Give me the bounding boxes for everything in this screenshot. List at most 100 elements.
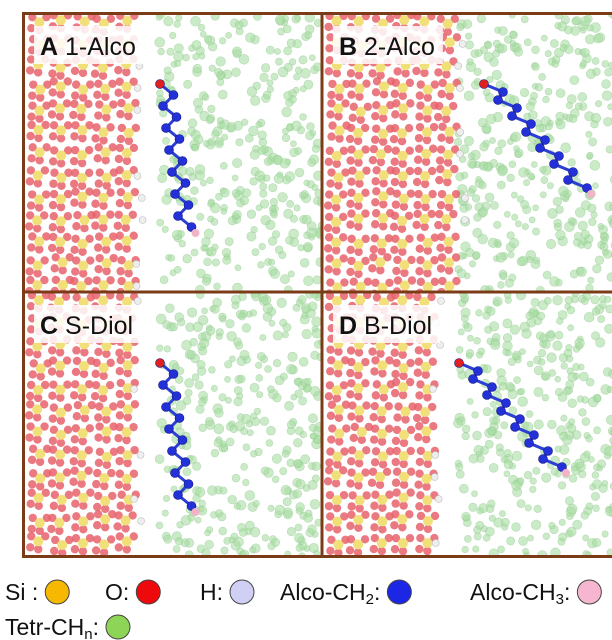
hydrogen-atom xyxy=(133,261,140,268)
oxygen-atom xyxy=(48,479,56,487)
oxygen-atom xyxy=(444,158,452,166)
fluid-atom xyxy=(536,124,544,132)
oxygen-atom xyxy=(392,458,400,466)
fluid-atom xyxy=(283,498,291,506)
oxygen-atom xyxy=(390,521,398,529)
oxygen-atom xyxy=(422,158,430,166)
oxygen-atom xyxy=(56,348,64,356)
legend-swatch xyxy=(577,580,601,604)
fluid-atom xyxy=(541,116,551,126)
fluid-atom xyxy=(296,299,303,306)
fluid-atom xyxy=(572,18,579,25)
fluid-atom xyxy=(553,197,562,206)
silicon-atom xyxy=(34,493,44,503)
fluid-atom xyxy=(164,535,172,543)
oxygen-atom xyxy=(415,391,423,399)
fluid-atom xyxy=(503,319,512,328)
oxygen-atom xyxy=(71,523,79,531)
oxygen-atom xyxy=(354,222,362,230)
oxygen-atom xyxy=(371,458,379,466)
fluid-atom xyxy=(468,153,475,160)
fluid-atom xyxy=(541,473,551,483)
fluid-atom xyxy=(284,91,293,100)
oxygen-atom xyxy=(79,269,87,277)
fluid-atom xyxy=(606,507,612,516)
fluid-atom xyxy=(459,484,468,493)
oxygen-atom xyxy=(57,90,65,98)
oxygen-atom xyxy=(420,223,428,231)
silicon-atom xyxy=(441,214,451,224)
oxygen-atom xyxy=(346,156,354,164)
silicon-atom xyxy=(399,194,409,204)
oxygen-atom xyxy=(25,411,33,419)
silicon-atom xyxy=(353,383,363,393)
hydrogen-atom xyxy=(437,298,444,305)
ch2-bead xyxy=(536,144,545,153)
ch2-bead xyxy=(169,370,178,379)
fluid-atom xyxy=(262,534,269,541)
fluid-atom xyxy=(232,189,240,197)
fluid-atom xyxy=(512,523,521,532)
oxygen-atom xyxy=(33,435,41,443)
fluid-atom xyxy=(542,373,549,380)
ch2-bead xyxy=(569,168,578,177)
fluid-atom xyxy=(302,215,311,224)
oxygen-atom xyxy=(102,435,110,443)
oxygen-atom xyxy=(80,224,88,232)
fluid-atom xyxy=(485,93,494,102)
oxygen-atom xyxy=(78,182,86,190)
oxygen-atom xyxy=(121,524,129,532)
oxygen-atom xyxy=(36,93,44,101)
fluid-atom xyxy=(239,54,249,64)
fluid-atom xyxy=(573,520,582,529)
oxygen-atom xyxy=(92,480,100,488)
oxygen-atom xyxy=(124,413,132,421)
oxygen-atom xyxy=(72,368,80,376)
oxygen-atom xyxy=(355,504,363,512)
ch2-bead xyxy=(511,423,520,432)
fluid-atom xyxy=(569,419,575,425)
oxygen-atom xyxy=(70,457,78,465)
silicon-atom xyxy=(423,238,433,248)
oxygen-atom xyxy=(28,480,36,488)
fluid-atom xyxy=(195,517,201,523)
fluid-atom xyxy=(593,505,600,512)
oxygen-atom xyxy=(370,502,378,510)
fluid-atom xyxy=(476,521,484,529)
fluid-atom xyxy=(454,138,462,146)
silicon-atom xyxy=(334,84,344,94)
fluid-atom xyxy=(237,523,245,531)
fluid-atom xyxy=(592,308,600,316)
oxygen-atom xyxy=(27,302,35,310)
oxygen-atom xyxy=(423,269,431,277)
silicon-atom xyxy=(334,429,344,439)
fluid-atom xyxy=(569,115,577,123)
fluid-atom xyxy=(510,31,518,39)
fluid-atom xyxy=(164,67,171,74)
silicon-atom xyxy=(353,214,363,224)
silicon-atom xyxy=(331,470,341,480)
fluid-atom xyxy=(492,50,499,57)
fluid-atom xyxy=(196,269,205,278)
fluid-atom xyxy=(592,183,598,189)
legend-after: : xyxy=(374,579,380,605)
oxygen-atom xyxy=(415,267,423,275)
silicon-atom xyxy=(99,127,109,137)
oxygen-atom xyxy=(332,226,340,234)
fluid-atom xyxy=(233,210,242,219)
fluid-atom xyxy=(212,244,219,251)
fluid-atom xyxy=(295,524,302,531)
fluid-atom xyxy=(569,474,577,482)
hydrogen-atom xyxy=(134,107,141,114)
oxygen-atom xyxy=(81,414,89,422)
fluid-atom xyxy=(565,497,573,505)
silicon-atom xyxy=(377,429,387,439)
fluid-atom xyxy=(575,208,585,218)
fluid-atom xyxy=(259,190,267,198)
oxygen-atom xyxy=(27,112,35,120)
silicon-atom xyxy=(34,295,44,305)
ch2-bead xyxy=(497,407,506,416)
oxygen-atom xyxy=(103,461,111,469)
fluid-atom xyxy=(232,158,241,167)
silicon-atom xyxy=(102,427,112,437)
